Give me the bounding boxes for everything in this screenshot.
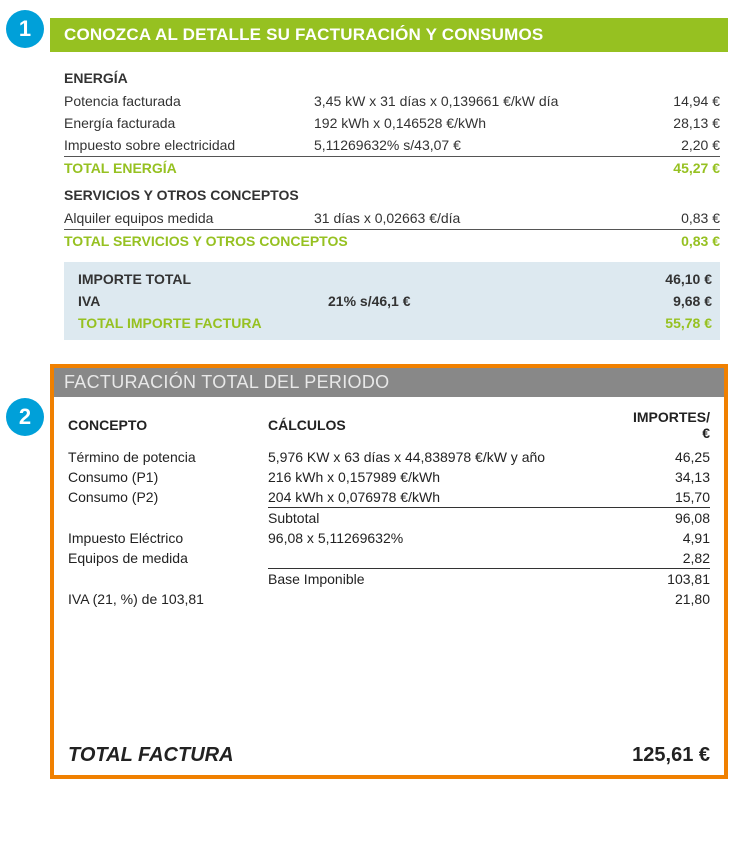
- iva-calc: 21% s/46,1 €: [328, 290, 632, 312]
- base-row: Base Imponible 103,81: [68, 569, 710, 590]
- section-1-title: CONOZCA AL DETALLE SU FACTURACIÓN Y CONS…: [50, 18, 728, 52]
- row-amount: 0,83 €: [640, 207, 720, 230]
- iva-label: IVA: [78, 290, 328, 312]
- row-calc: 5,11269632% s/43,07 €: [314, 134, 640, 157]
- row-calc: 204 kWh x 0,076978 €/kWh: [268, 487, 633, 508]
- table-row: Consumo (P1) 216 kWh x 0,157989 €/kWh 34…: [68, 467, 710, 487]
- energia-total-label: TOTAL ENERGÍA: [64, 157, 640, 180]
- servicios-total-label: TOTAL SERVICIOS Y OTROS CONCEPTOS: [64, 230, 640, 253]
- row-label: Consumo (P2): [68, 487, 268, 508]
- table-row: Equipos de medida 2,82: [68, 548, 710, 569]
- row-amount: 15,70: [633, 487, 710, 508]
- iva-amount: 9,68 €: [632, 290, 712, 312]
- row-label: Impuesto Eléctrico: [68, 528, 268, 548]
- total-factura-label: TOTAL FACTURA: [68, 744, 234, 767]
- row-amount: 14,94 €: [640, 90, 720, 112]
- row-calc: [268, 548, 633, 569]
- energia-table: Potencia facturada 3,45 kW x 31 días x 0…: [64, 90, 720, 179]
- row-calc: 5,976 KW x 63 días x 44,838978 €/kW y añ…: [268, 447, 633, 467]
- table-row: Alquiler equipos medida 31 días x 0,0266…: [64, 207, 720, 230]
- row-label: Impuesto sobre electricidad: [64, 134, 314, 157]
- badge-1: 1: [6, 10, 44, 48]
- col-concepto: CONCEPTO: [68, 405, 268, 447]
- row-calc: 192 kWh x 0,146528 €/kWh: [314, 112, 640, 134]
- base-label: Base Imponible: [268, 569, 633, 590]
- row-label: Equipos de medida: [68, 548, 268, 569]
- row-label: Término de potencia: [68, 447, 268, 467]
- final-total-amount: 55,78 €: [632, 312, 712, 334]
- table-row: Potencia facturada 3,45 kW x 31 días x 0…: [64, 90, 720, 112]
- periodo-table: CONCEPTO CÁLCULOS IMPORTES/€ Término de …: [68, 405, 710, 609]
- col-calculos: CÁLCULOS: [268, 405, 633, 447]
- energia-total-amount: 45,27 €: [640, 157, 720, 180]
- row-calc: 31 días x 0,02663 €/día: [314, 207, 640, 230]
- row-amount: 4,91: [633, 528, 710, 548]
- row-calc: [268, 589, 633, 609]
- subtotal-row: Subtotal 96,08: [68, 508, 710, 529]
- section-2-footer: TOTAL FACTURA 125,61 €: [54, 738, 724, 775]
- row-calc: 96,08 x 5,11269632%: [268, 528, 633, 548]
- row-label: Potencia facturada: [64, 90, 314, 112]
- row-amount: 2,82: [633, 548, 710, 569]
- base-amount: 103,81: [633, 569, 710, 590]
- table-row: Energía facturada 192 kWh x 0,146528 €/k…: [64, 112, 720, 134]
- total-factura-amount: 125,61 €: [632, 744, 710, 767]
- row-amount: 46,25: [633, 447, 710, 467]
- final-total-label: TOTAL IMPORTE FACTURA: [78, 312, 632, 334]
- table-row: IVA (21, %) de 103,81 21,80: [68, 589, 710, 609]
- section-1: CONOZCA AL DETALLE SU FACTURACIÓN Y CONS…: [50, 18, 728, 340]
- table-row: Impuesto sobre electricidad 5,11269632% …: [64, 134, 720, 157]
- row-calc: 216 kWh x 0,157989 €/kWh: [268, 467, 633, 487]
- row-label: Energía facturada: [64, 112, 314, 134]
- row-label: Alquiler equipos medida: [64, 207, 314, 230]
- servicios-heading: SERVICIOS Y OTROS CONCEPTOS: [64, 187, 720, 203]
- table-row: Impuesto Eléctrico 96,08 x 5,11269632% 4…: [68, 528, 710, 548]
- row-label: Consumo (P1): [68, 467, 268, 487]
- totals-box: IMPORTE TOTAL 46,10 € IVA 21% s/46,1 € 9…: [64, 262, 720, 340]
- importe-total-label: IMPORTE TOTAL: [78, 268, 328, 290]
- importe-total-amount: 46,10 €: [632, 268, 712, 290]
- row-amount: 2,20 €: [640, 134, 720, 157]
- row-label: IVA (21, %) de 103,81: [68, 589, 268, 609]
- energia-heading: ENERGÍA: [64, 70, 720, 86]
- table-row: Consumo (P2) 204 kWh x 0,076978 €/kWh 15…: [68, 487, 710, 508]
- energia-total-row: TOTAL ENERGÍA 45,27 €: [64, 157, 720, 180]
- table-row: Término de potencia 5,976 KW x 63 días x…: [68, 447, 710, 467]
- servicios-total-row: TOTAL SERVICIOS Y OTROS CONCEPTOS 0,83 €: [64, 230, 720, 253]
- col-importes: IMPORTES/€: [633, 405, 710, 447]
- section-2-title: FACTURACIÓN TOTAL DEL PERIODO: [54, 368, 724, 397]
- row-amount: 21,80: [633, 589, 710, 609]
- row-calc: 3,45 kW x 31 días x 0,139661 €/kW día: [314, 90, 640, 112]
- badge-2: 2: [6, 398, 44, 436]
- row-amount: 28,13 €: [640, 112, 720, 134]
- subtotal-label: Subtotal: [268, 508, 633, 529]
- subtotal-amount: 96,08: [633, 508, 710, 529]
- servicios-table: Alquiler equipos medida 31 días x 0,0266…: [64, 207, 720, 252]
- section-2: FACTURACIÓN TOTAL DEL PERIODO CONCEPTO C…: [50, 364, 728, 779]
- servicios-total-amount: 0,83 €: [640, 230, 720, 253]
- row-amount: 34,13: [633, 467, 710, 487]
